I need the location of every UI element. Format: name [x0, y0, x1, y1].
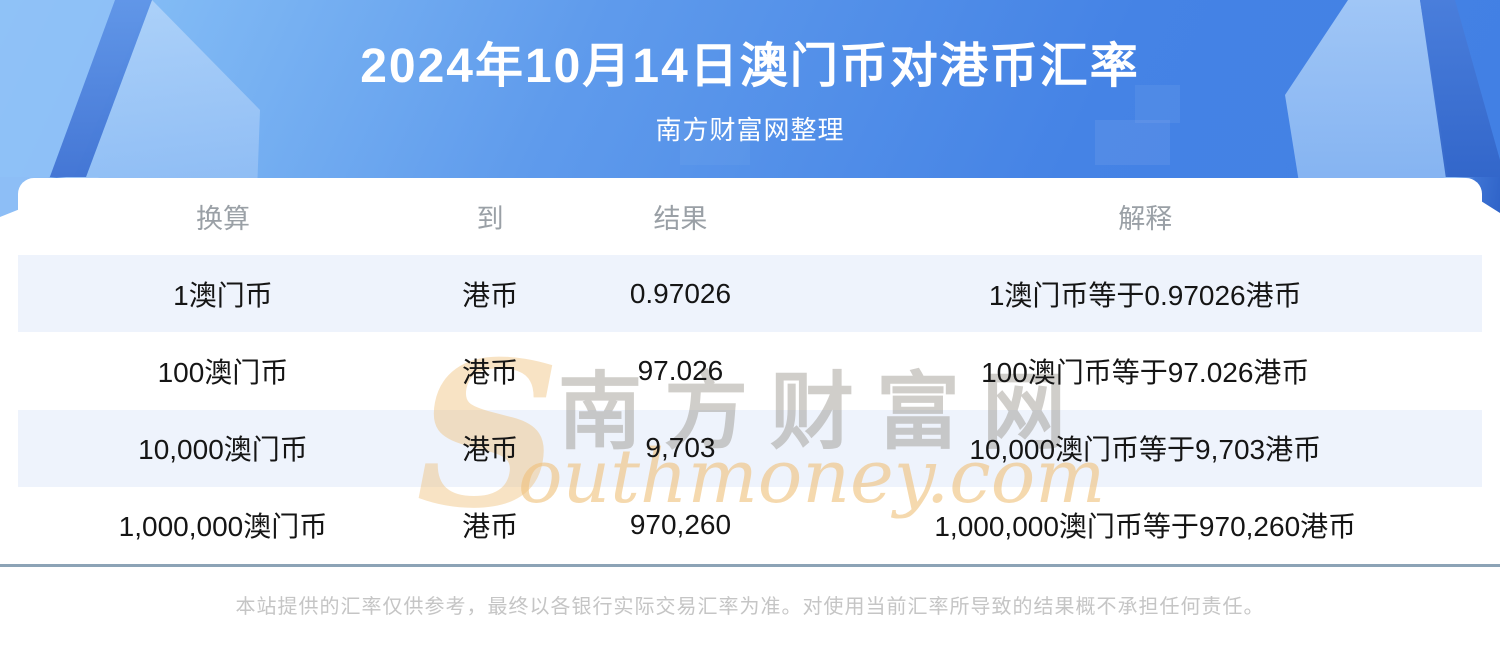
hero-decoration — [0, 0, 1500, 178]
cell-explanation: 100澳门币等于97.026港币 — [981, 356, 1310, 388]
cell-explanation: 1,000,000澳门币等于970,260港币 — [934, 511, 1357, 543]
cell-explanation: 1澳门币等于0.97026港币 — [988, 279, 1302, 311]
disclaimer-text: 本站提供的汇率仅供参考，最终以各银行实际交易汇率为准。对使用当前汇率所导致的结果… — [235, 596, 1265, 618]
cell-amount: 1澳门币 — [173, 279, 273, 311]
cell-currency: 港币 — [462, 356, 519, 388]
cell-result: 0.97026 — [629, 277, 732, 309]
cell-result: 9,703 — [645, 432, 716, 464]
table-row: 1,000,000澳门币 港币 970,260 1,000,000澳门币等于97… — [18, 487, 1482, 564]
cell-currency: 港币 — [462, 434, 519, 466]
column-header-convert: 换算 — [195, 204, 250, 235]
cell-currency: 港币 — [462, 511, 519, 543]
cell-amount: 1,000,000澳门币 — [118, 511, 328, 543]
cell-currency: 港币 — [462, 279, 519, 311]
table-row: 100澳门币 港币 97.026 100澳门币等于97.026港币 — [18, 332, 1482, 409]
hero-banner: 2024年10月14日澳门币对港币汇率 南方财富网整理 — [0, 0, 1500, 178]
table-row: 1澳门币 港币 0.97026 1澳门币等于0.97026港币 — [18, 255, 1482, 333]
column-header-to: 到 — [476, 204, 504, 235]
footer-divider — [0, 564, 1500, 567]
table-row: 10,000澳门币 港币 9,703 10,000澳门币等于9,703港币 — [18, 409, 1482, 487]
column-header-explain: 解释 — [1118, 204, 1173, 235]
rate-table-card: S 南方财富网 outhmoney.com 换算 到 结果 解释 1澳门币 港币… — [18, 178, 1482, 564]
table-header-row: 换算 到 结果 解释 — [18, 178, 1482, 255]
cell-result: 97.026 — [637, 354, 724, 386]
page-subtitle: 南方财富网整理 — [655, 115, 845, 145]
cell-result: 970,260 — [629, 509, 732, 541]
cell-amount: 10,000澳门币 — [138, 434, 308, 466]
cell-amount: 100澳门币 — [157, 356, 289, 388]
cell-explanation: 10,000澳门币等于9,703港币 — [969, 434, 1322, 466]
page-title: 2024年10月14日澳门币对港币汇率 — [360, 40, 1140, 93]
column-header-result: 结果 — [653, 204, 708, 235]
